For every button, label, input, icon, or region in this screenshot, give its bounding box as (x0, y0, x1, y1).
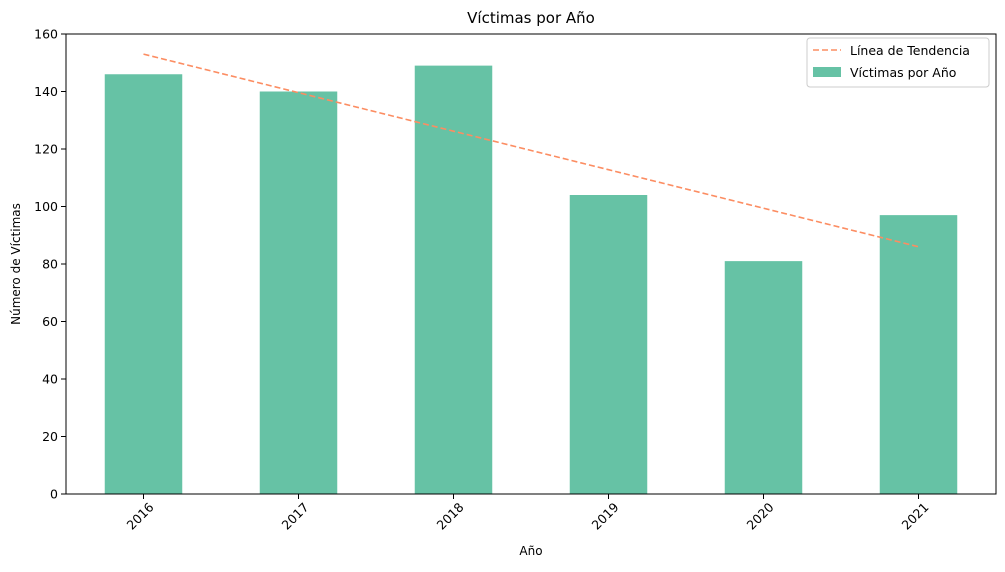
legend-bar-label: Víctimas por Año (850, 65, 956, 80)
x-tick-label: 2016 (124, 499, 157, 532)
y-tick-label: 140 (34, 84, 58, 99)
y-tick-label: 120 (34, 142, 58, 157)
x-tick-label: 2021 (899, 500, 932, 533)
x-tick-label: 2019 (589, 499, 622, 532)
y-tick-label: 60 (42, 314, 58, 329)
bar-2016 (104, 74, 183, 494)
bar-2018 (414, 65, 493, 494)
bar-2020 (724, 261, 803, 494)
x-tick-label: 2018 (434, 499, 467, 532)
y-tick-label: 100 (34, 199, 58, 214)
bar-2017 (259, 91, 338, 494)
y-tick-label: 20 (42, 429, 58, 444)
x-tick-label: 2017 (279, 500, 312, 533)
x-axis-label: Año (519, 544, 542, 558)
legend: Línea de Tendencia Víctimas por Año (806, 37, 990, 88)
legend-trend-label: Línea de Tendencia (850, 43, 970, 58)
y-axis-label: Número de Víctimas (9, 203, 23, 325)
y-axis: 0 20 40 60 80 100 120 140 160 (34, 27, 66, 502)
trend-line-layer (143, 53, 919, 248)
x-tick-label: 2020 (744, 499, 777, 532)
x-axis: 2016 2017 2018 2019 2020 2021 (124, 494, 932, 533)
y-tick-label: 80 (42, 257, 58, 272)
bar-2021 (879, 215, 958, 494)
legend-bar-swatch (813, 67, 841, 77)
legend-box (806, 37, 990, 88)
trend-line (143, 53, 919, 248)
plot-frame (65, 33, 997, 495)
y-tick-label: 160 (34, 27, 58, 42)
bars-layer (104, 65, 958, 494)
chart-title: Víctimas por Año (467, 9, 595, 27)
bar-2019 (569, 195, 648, 494)
y-tick-label: 0 (50, 487, 58, 502)
y-tick-label: 40 (42, 372, 58, 387)
